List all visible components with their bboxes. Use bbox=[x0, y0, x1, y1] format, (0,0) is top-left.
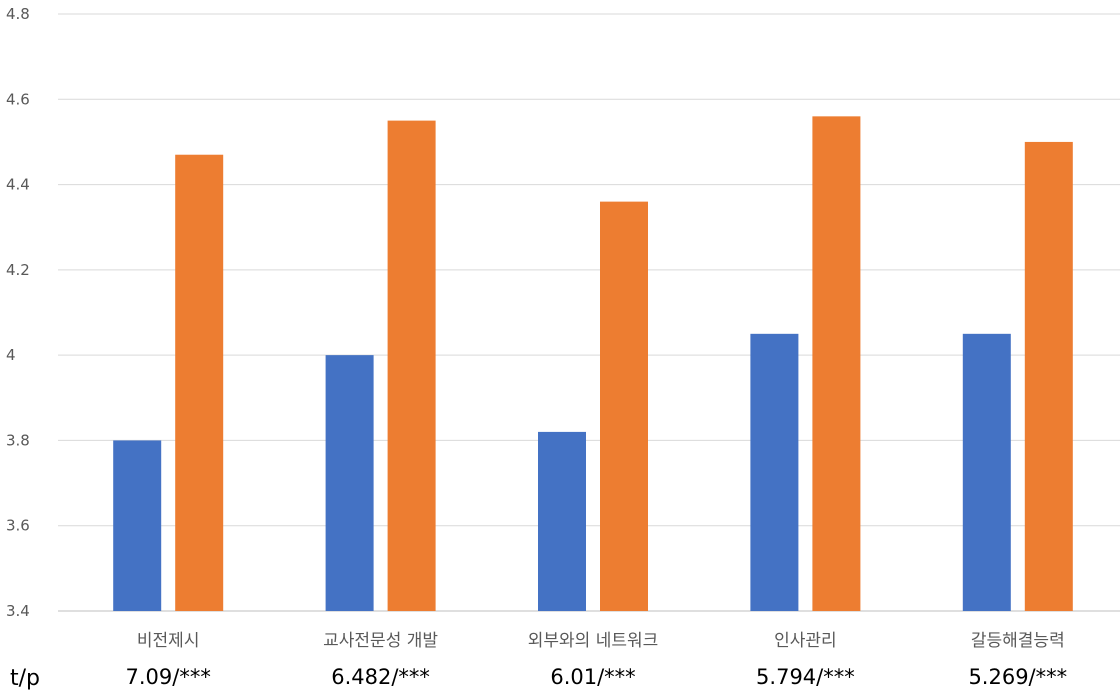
stats-row: 7.09/*** 6.482/*** 6.01/*** 5.794/*** 5.269/… bbox=[126, 665, 1068, 689]
bar-series1-1 bbox=[113, 440, 162, 611]
bar-series2-1 bbox=[175, 154, 224, 611]
category-label: 비전제시 bbox=[137, 631, 200, 651]
y-tick-label: 3.6 bbox=[6, 517, 30, 535]
y-tick-label: 4 bbox=[6, 346, 16, 364]
category-labels: 비전제시 교사전문성 개발 외부와의 네트워크 인사관리 갈등해결능력 bbox=[137, 631, 1065, 651]
category-label: 교사전문성 개발 bbox=[323, 631, 438, 651]
bar-series2-3 bbox=[600, 201, 648, 611]
stat-value: 7.09/*** bbox=[126, 665, 211, 689]
y-tick-label: 4.6 bbox=[6, 90, 30, 108]
bar-series1-5 bbox=[962, 333, 1011, 611]
stat-value: 5.794/*** bbox=[756, 665, 855, 689]
y-tick-label: 4.4 bbox=[6, 176, 30, 194]
stat-value: 6.01/*** bbox=[550, 665, 635, 689]
category-label: 외부와의 네트워크 bbox=[528, 631, 659, 651]
y-tick-label: 3.8 bbox=[6, 431, 30, 449]
category-label: 인사관리 bbox=[774, 631, 837, 651]
y-tick-label: 4.8 bbox=[6, 5, 30, 23]
bars bbox=[113, 116, 1073, 611]
category-label: 갈등해결능력 bbox=[971, 631, 1065, 651]
stat-value: 5.269/*** bbox=[968, 665, 1067, 689]
bar-series2-5 bbox=[1024, 141, 1073, 611]
bar-series1-4 bbox=[750, 333, 799, 611]
y-tick-label: 3.4 bbox=[6, 602, 30, 620]
bar-series2-4 bbox=[812, 116, 861, 611]
y-tick-label: 4.2 bbox=[6, 261, 30, 279]
stat-value: 6.482/*** bbox=[331, 665, 430, 689]
gridlines bbox=[58, 13, 1120, 612]
bar-series2-2 bbox=[387, 120, 436, 611]
bar-series1-3 bbox=[538, 431, 586, 611]
stats-row-label: t/p bbox=[10, 666, 40, 691]
bar-series1-2 bbox=[325, 355, 374, 611]
y-axis-ticks: 3.4 3.6 3.8 4 4.2 4.4 4.6 4.8 bbox=[6, 5, 30, 620]
